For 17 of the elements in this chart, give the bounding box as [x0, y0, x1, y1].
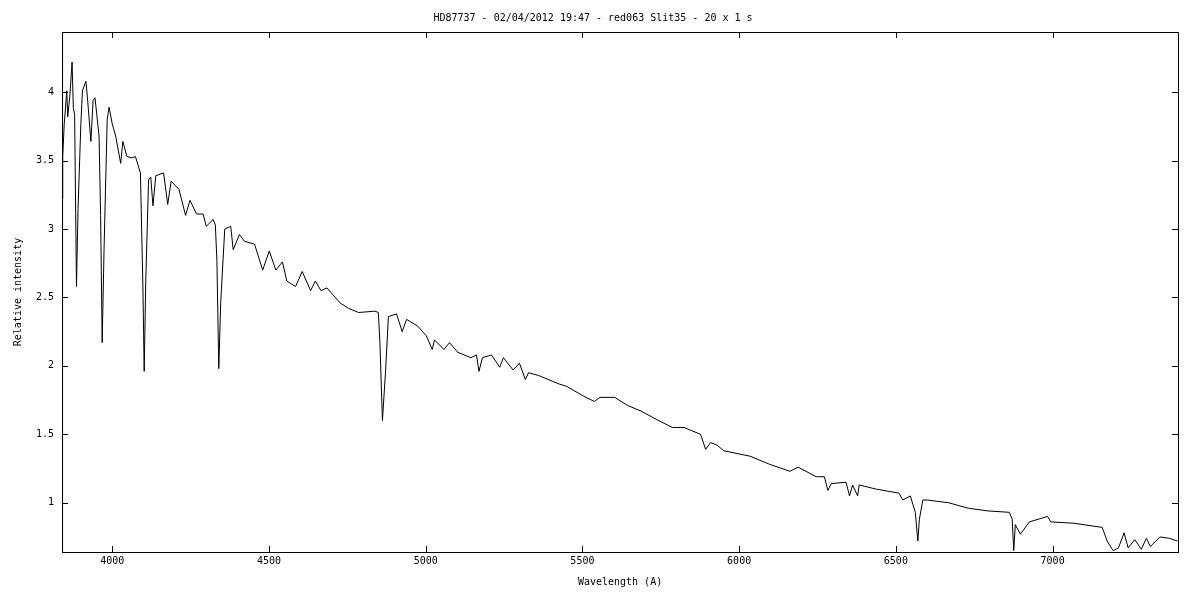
x-tick-label: 7000	[1040, 554, 1065, 566]
y-tick-label: 3	[48, 222, 55, 234]
x-tick-label: 4000	[100, 554, 125, 566]
y-tick-label: 1	[48, 496, 55, 508]
y-tick-label: 3.5	[36, 154, 55, 166]
x-tick-label: 5000	[413, 554, 438, 566]
x-tick-label: 4500	[256, 554, 281, 566]
y-tick-label: 2	[48, 359, 55, 371]
y-tick-label: 2.5	[36, 291, 55, 303]
y-tick-label: 1.5	[36, 427, 55, 439]
x-tick-label: 6000	[727, 554, 752, 566]
x-axis-title: Wavelength (A)	[577, 575, 663, 587]
y-tick-label: 4	[48, 85, 55, 97]
chart-title: HD87737 - 02/04/2012 19:47 - red063 Slit35 - 20 x 1 s	[433, 11, 753, 23]
y-axis-title: Relative intensity	[11, 237, 23, 347]
x-tick-label: 5500	[570, 554, 595, 566]
x-tick-label: 6500	[883, 554, 908, 566]
